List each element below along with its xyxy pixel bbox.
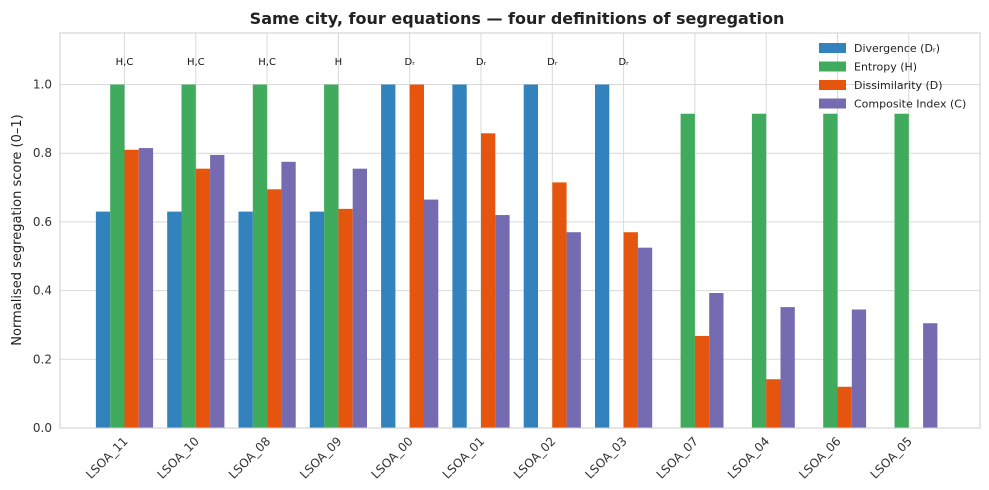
x-tick-label: LSOA_09	[297, 434, 344, 481]
x-tick-label: LSOA_10	[155, 434, 202, 481]
legend-swatch	[819, 98, 846, 109]
bar-LSOA_05-s1	[894, 113, 909, 428]
x-tick-label: LSOA_08	[226, 434, 273, 481]
bar-LSOA_10-s1	[181, 84, 196, 429]
bar-LSOA_06-s1	[823, 113, 838, 428]
y-tick-label: 0.0	[33, 421, 52, 435]
y-axis-label: Normalised segregation score (0–1)	[10, 114, 25, 345]
bar-LSOA_04-s2	[766, 379, 781, 428]
bar-LSOA_02-s0	[523, 84, 538, 429]
annotation-label: H,C	[187, 57, 205, 68]
x-tick-label: LSOA_06	[796, 434, 843, 481]
bar-LSOA_04-s1	[751, 113, 767, 428]
plot-frame	[59, 32, 981, 429]
bar-LSOA_07-s2	[694, 335, 710, 428]
bar-LSOA_02-s3	[566, 232, 581, 428]
annotation-label: H	[335, 57, 343, 68]
bar-LSOA_11-s0	[95, 211, 111, 428]
x-tick-label: LSOA_03	[582, 434, 629, 481]
bar-LSOA_07-s3	[709, 293, 724, 428]
bar-LSOA_09-s3	[352, 168, 367, 428]
x-tick-label: LSOA_07	[654, 434, 701, 481]
bar-LSOA_04-s3	[780, 307, 795, 428]
bar-LSOA_06-s2	[837, 386, 852, 428]
bar-LSOA_08-s2	[267, 189, 282, 428]
bar-LSOA_10-s3	[210, 154, 225, 428]
bar-LSOA_07-s1	[680, 113, 695, 428]
bar-LSOA_06-s3	[851, 309, 867, 428]
bar-LSOA_03-s2	[623, 232, 638, 428]
chart-title: Same city, four equations — four definit…	[250, 9, 785, 28]
y-tick-label: 0.2	[33, 352, 52, 366]
x-tick-label: LSOA_02	[511, 434, 558, 481]
y-tick-label: 1.0	[33, 78, 52, 92]
legend-swatch	[819, 43, 846, 53]
bar-LSOA_02-s2	[552, 182, 567, 428]
bar-LSOA_09-s2	[338, 208, 353, 428]
bar-LSOA_09-s0	[309, 211, 325, 428]
legend-swatch	[819, 61, 846, 72]
x-tick-label: LSOA_11	[83, 434, 130, 481]
annotation-label: Dᵣ	[618, 57, 629, 68]
legend-label: Divergence (Dᵣ)	[854, 42, 940, 55]
bar-LSOA_11-s1	[110, 84, 125, 429]
bar-LSOA_01-s3	[495, 215, 510, 428]
bar-LSOA_05-s3	[923, 323, 938, 428]
annotation-label: Dᵣ	[547, 57, 558, 68]
y-tick-label: 0.4	[33, 284, 52, 298]
bar-LSOA_00-s0	[381, 84, 396, 429]
bar-LSOA_09-s1	[324, 84, 339, 429]
legend-swatch	[819, 80, 846, 90]
y-tick-label: 0.6	[33, 215, 52, 229]
legend-label: Dissimilarity (D)	[854, 79, 943, 92]
bar-LSOA_01-s2	[481, 133, 496, 428]
annotation-label: H,C	[258, 57, 276, 68]
legend-label: Entropy (H)	[854, 61, 917, 74]
x-tick-label: LSOA_04	[725, 434, 772, 481]
legend: Divergence (Dᵣ) Entropy (H) Dissimilarity …	[819, 42, 966, 111]
x-tick-label: LSOA_01	[440, 434, 487, 481]
bar-LSOA_00-s3	[424, 199, 439, 428]
x-tick-label: LSOA_05	[868, 434, 915, 481]
bar-LSOA_08-s3	[281, 161, 296, 428]
bars	[95, 84, 938, 429]
bar-LSOA_10-s2	[195, 168, 211, 428]
x-tick-label: LSOA_00	[368, 434, 415, 481]
bar-LSOA_11-s3	[138, 148, 154, 428]
bar-LSOA_10-s0	[167, 211, 182, 428]
bar-LSOA_03-s3	[637, 247, 653, 428]
bar-LSOA_03-s0	[595, 84, 610, 429]
annotation-label: H,C	[116, 57, 134, 68]
bar-LSOA_01-s0	[452, 84, 467, 429]
bar-LSOA_08-s0	[238, 211, 253, 428]
bar-LSOA_00-s2	[409, 84, 424, 429]
annotations: H,C H,C H,C H Dᵣ Dᵣ Dᵣ Dᵣ	[116, 57, 629, 68]
legend-label: Composite Index (C)	[854, 98, 966, 111]
bar-LSOA_11-s2	[124, 149, 139, 429]
annotation-label: Dᵣ	[476, 57, 487, 68]
annotation-label: Dᵣ	[405, 57, 416, 68]
y-tick-label: 0.8	[33, 146, 52, 160]
bar-LSOA_08-s1	[252, 84, 268, 429]
